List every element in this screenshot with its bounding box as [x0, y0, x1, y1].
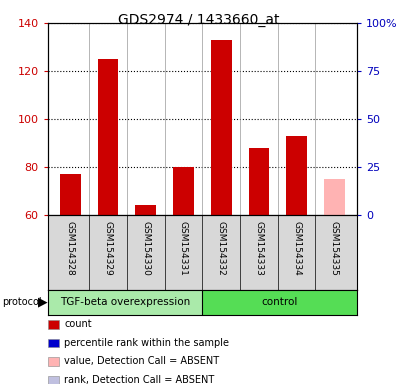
- Bar: [135, 205, 156, 215]
- Bar: [173, 167, 194, 215]
- Text: GSM154334: GSM154334: [292, 221, 301, 276]
- Text: rank, Detection Call = ABSENT: rank, Detection Call = ABSENT: [64, 375, 215, 384]
- Text: control: control: [261, 297, 298, 308]
- Text: GSM154330: GSM154330: [141, 221, 150, 276]
- Text: ▶: ▶: [38, 296, 48, 309]
- Text: count: count: [64, 319, 92, 329]
- Bar: [324, 179, 344, 215]
- Text: GSM154328: GSM154328: [66, 221, 75, 276]
- Text: GSM154329: GSM154329: [104, 221, 112, 276]
- Bar: [249, 148, 269, 215]
- Bar: [211, 40, 232, 215]
- Bar: [60, 174, 81, 215]
- Text: percentile rank within the sample: percentile rank within the sample: [64, 338, 229, 348]
- Text: TGF-beta overexpression: TGF-beta overexpression: [60, 297, 190, 308]
- Text: GSM154332: GSM154332: [217, 221, 226, 276]
- Text: protocol: protocol: [2, 297, 42, 308]
- Text: GSM154335: GSM154335: [330, 221, 339, 276]
- Text: value, Detection Call = ABSENT: value, Detection Call = ABSENT: [64, 356, 220, 366]
- Bar: [202, 290, 357, 315]
- Bar: [98, 59, 118, 215]
- Bar: [286, 136, 307, 215]
- Bar: [48, 290, 202, 315]
- Text: GSM154333: GSM154333: [254, 221, 264, 276]
- Text: GDS2974 / 1433660_at: GDS2974 / 1433660_at: [118, 13, 280, 27]
- Text: GSM154331: GSM154331: [179, 221, 188, 276]
